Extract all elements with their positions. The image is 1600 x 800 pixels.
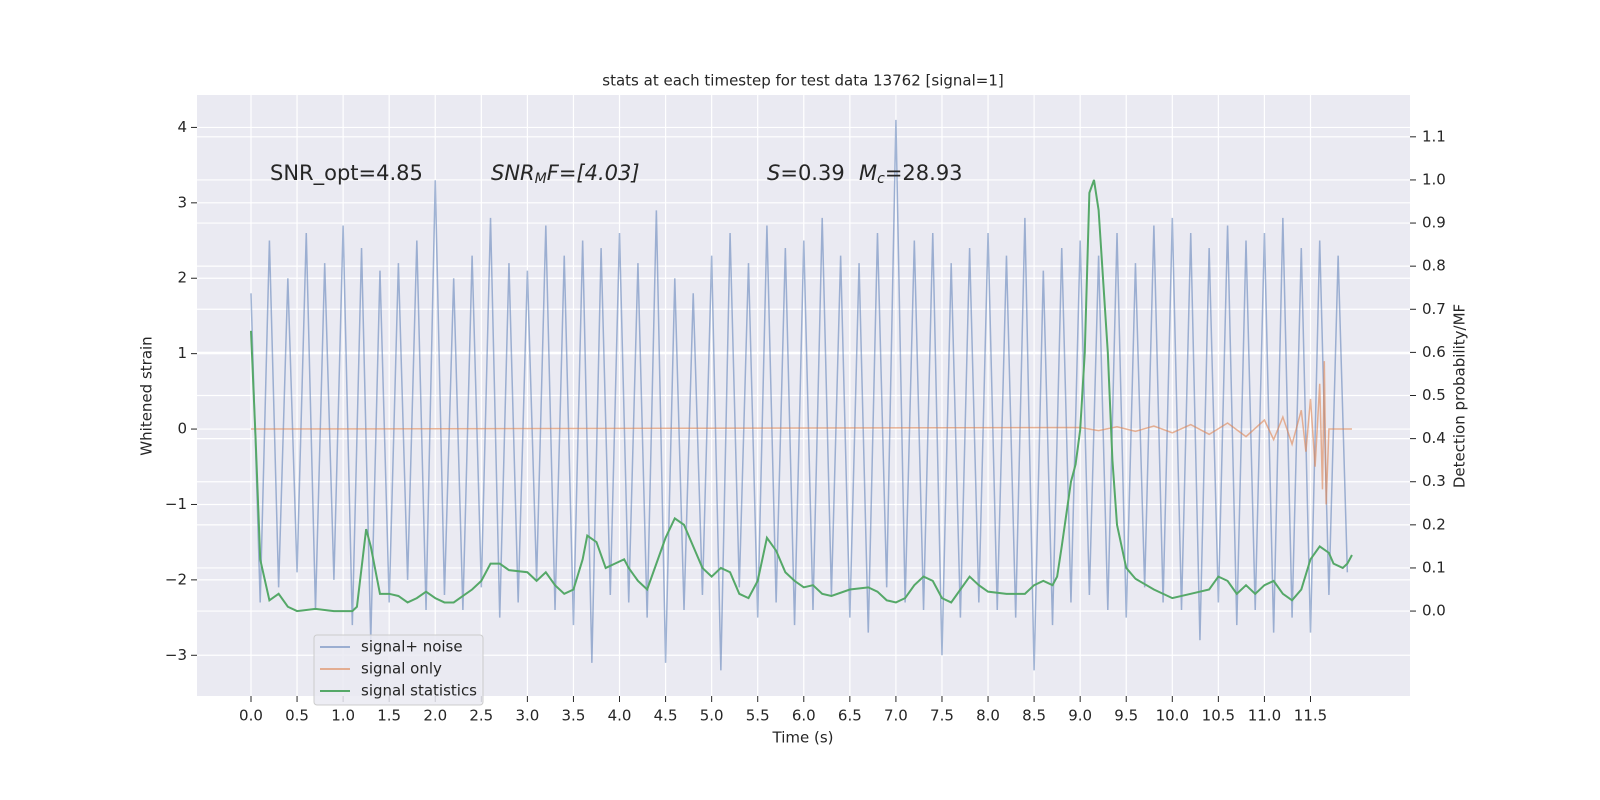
y-tick-label: 3: [177, 193, 187, 211]
y-tick-label: 1: [177, 344, 187, 362]
y2-tick-label: 0.0: [1422, 602, 1446, 620]
y2-axis-label: Detection probability/MF: [1451, 304, 1469, 488]
y2-tick-label: 0.5: [1422, 386, 1446, 404]
annotation-text: =28.93: [885, 161, 963, 185]
annotation-text: M: [859, 161, 877, 185]
x-tick-label: 4.5: [654, 707, 678, 725]
annotation: SNRMF=[4.03]: [491, 161, 640, 187]
legend-box: [313, 634, 484, 706]
x-tick-label: 5.0: [700, 707, 724, 725]
annotation: S=0.39: [767, 161, 845, 185]
y-tick-label: 2: [177, 269, 187, 287]
legend: signal+ noise signal only signal statistic…: [313, 634, 484, 706]
y2-tick-label: 0.4: [1422, 429, 1446, 447]
y-tick-label: 4: [177, 118, 187, 136]
x-tick-label: 3.0: [515, 707, 539, 725]
annotation-sub: M: [535, 171, 547, 187]
x-tick-label: 2.0: [423, 707, 447, 725]
annotation: SNR_opt=4.85: [270, 161, 423, 186]
series-line: [249, 179, 1353, 613]
y-axis-label: Whitened strain: [138, 336, 156, 455]
x-tick-label: 11.5: [1294, 707, 1327, 725]
x-tick-label: 10.0: [1156, 707, 1189, 725]
legend-label: signal only: [361, 660, 442, 678]
x-tick-label: 8.5: [1022, 707, 1046, 725]
y2-tick-label: 0.7: [1422, 300, 1446, 318]
x-tick-label: 5.5: [746, 707, 770, 725]
y2-tick-label: 0.2: [1422, 515, 1446, 533]
x-tick-label: 9.0: [1068, 707, 1092, 725]
x-tick-label: 6.5: [838, 707, 862, 725]
legend-label: signal statistics: [361, 682, 477, 700]
annotation-text: SNR: [491, 161, 535, 185]
annotation-text: SNR_opt=4.85: [270, 161, 423, 186]
y2-tick-label: 0.3: [1422, 472, 1446, 490]
annotation-text: S: [767, 161, 780, 185]
annotation-sub: c: [877, 171, 885, 187]
marks: [249, 119, 1353, 671]
x-tick-label: 1.5: [377, 707, 401, 725]
y2-tick-label: 0.1: [1422, 558, 1446, 576]
x-tick-label: 11.0: [1248, 707, 1281, 725]
annotation-text: =0.39: [780, 161, 844, 185]
labels: 0.0 0.5 1.0 1.5 2.0 2.5 3.0 3.5 4.0 4.5 5.0 5.5 6.0 6…: [165, 118, 1446, 725]
x-tick-label: 2.5: [469, 707, 493, 725]
x-tick-label: 0.0: [239, 707, 263, 725]
y2-tick-label: 1.1: [1422, 127, 1446, 145]
x-tick-label: 9.5: [1114, 707, 1138, 725]
y-tick-label: −2: [165, 570, 187, 588]
y2-tick-label: 0.6: [1422, 343, 1446, 361]
series-line: [250, 361, 1352, 505]
y2-tick-label: 1.0: [1422, 170, 1446, 188]
series-line: [250, 119, 1349, 671]
x-tick-label: 7.0: [884, 707, 908, 725]
y-tick-label: −3: [165, 646, 187, 664]
x-tick-label: 7.5: [930, 707, 954, 725]
chart-title: stats at each timestep for test data 137…: [602, 72, 1003, 90]
x-tick-label: 10.5: [1202, 707, 1235, 725]
x-axis-label: Time (s): [772, 729, 834, 747]
legend-label: signal+ noise: [361, 638, 463, 656]
x-tick-label: 0.5: [285, 707, 309, 725]
x-tick-label: 6.0: [792, 707, 816, 725]
x-tick-label: 8.0: [976, 707, 1000, 725]
y-tick-label: −1: [165, 495, 187, 513]
x-tick-label: 1.0: [331, 707, 355, 725]
y-tick-label: 0: [177, 420, 187, 438]
annotation-text: F=[4.03]: [547, 161, 640, 185]
y2-tick-label: 0.8: [1422, 257, 1446, 275]
y2-tick-label: 0.9: [1422, 214, 1446, 232]
annotation: Mc=28.93: [859, 161, 963, 187]
x-tick-label: 4.0: [608, 707, 632, 725]
x-tick-label: 3.5: [562, 707, 586, 725]
